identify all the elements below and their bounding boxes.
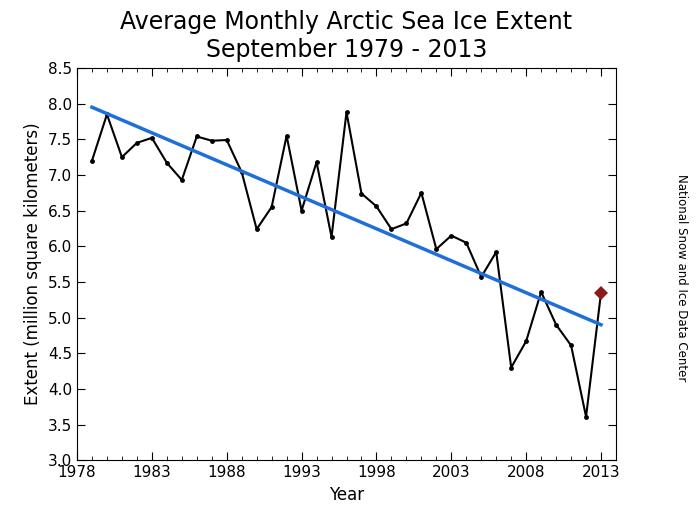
Title: Average Monthly Arctic Sea Ice Extent
September 1979 - 2013: Average Monthly Arctic Sea Ice Extent Se… xyxy=(120,10,573,62)
Text: National Snow and Ice Data Center: National Snow and Ice Data Center xyxy=(676,174,689,381)
Y-axis label: Extent (million square kilometers): Extent (million square kilometers) xyxy=(25,123,42,405)
X-axis label: Year: Year xyxy=(329,486,364,504)
